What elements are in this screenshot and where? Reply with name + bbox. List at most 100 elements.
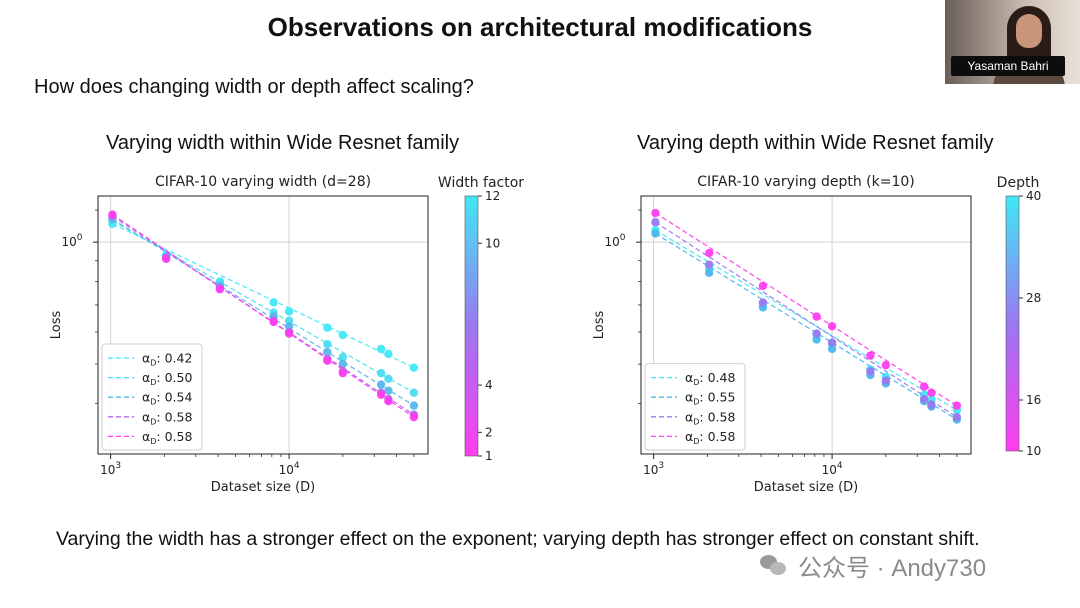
depth-scaling-chart: 103 104 100 CIFAR-10 varying depth (k=10) Da… <box>592 174 1041 495</box>
x-tick-label: 104 <box>822 461 843 477</box>
colorbar-tick-label: 10 <box>1026 444 1041 458</box>
series-fit-line <box>112 213 415 418</box>
data-point <box>108 210 117 219</box>
left-chart-heading: Varying width within Wide Resnet family <box>106 132 460 154</box>
colorbar-tick-label: 4 <box>485 378 493 392</box>
data-point <box>323 339 332 349</box>
data-point <box>927 388 936 397</box>
y-axis-label: Loss <box>592 311 607 340</box>
x-axis-label: Dataset size (D) <box>211 480 316 495</box>
data-point <box>384 349 393 359</box>
data-point <box>827 322 837 331</box>
data-point <box>384 386 393 395</box>
legend-box <box>644 363 746 451</box>
x-axis-label: Dataset size (D) <box>754 480 859 495</box>
slide-conclusion: Varying the width has a stronger effect … <box>56 528 980 550</box>
data-point <box>704 248 714 258</box>
data-point <box>409 401 419 410</box>
y-tick-label: 100 <box>61 233 82 249</box>
data-point <box>881 376 891 385</box>
data-point <box>866 367 875 376</box>
data-point <box>376 380 386 389</box>
data-point <box>651 218 660 227</box>
data-point <box>704 268 714 278</box>
plot-frame <box>97 195 429 455</box>
legend-entry: αD: 0.54 <box>142 390 192 407</box>
data-point <box>384 396 393 406</box>
data-point <box>323 356 332 365</box>
x-tick-label: 103 <box>643 461 664 477</box>
wechat-icon <box>760 553 788 577</box>
watermark: 公众号 · Andy730 <box>760 548 986 582</box>
data-point <box>269 317 278 327</box>
colorbar-tick-label: 12 <box>485 189 500 203</box>
colorbar-tick-label: 40 <box>1026 189 1041 203</box>
y-tick-label: 100 <box>604 233 625 249</box>
data-point <box>758 298 768 307</box>
data-point <box>812 312 821 321</box>
data-point <box>376 368 386 378</box>
data-point <box>376 344 386 354</box>
data-point <box>338 368 348 378</box>
data-point <box>866 351 875 360</box>
data-point <box>952 401 962 410</box>
data-point <box>812 335 821 344</box>
colorbar-tick-label: 10 <box>485 236 500 250</box>
data-point <box>927 400 936 409</box>
legend-entry: αD: 0.48 <box>685 370 735 387</box>
legend-entry: αD: 0.58 <box>685 429 735 446</box>
speaker-video: Yasaman Bahri <box>945 0 1080 84</box>
data-point <box>323 348 332 357</box>
series-fit-line <box>655 229 958 411</box>
data-point <box>323 323 332 332</box>
chart-title: CIFAR-10 varying width (d=28) <box>155 174 371 190</box>
speaker-name: Yasaman Bahri <box>951 56 1065 76</box>
data-point <box>919 394 929 404</box>
legend-entry: αD: 0.58 <box>685 409 735 426</box>
data-point <box>812 329 821 338</box>
data-point <box>284 329 294 338</box>
colorbar-label: Width factor <box>438 175 524 191</box>
data-point <box>161 254 171 263</box>
data-point <box>952 412 962 422</box>
data-point <box>758 281 768 291</box>
series-fit-line <box>655 212 958 407</box>
legend-entry: αD: 0.50 <box>142 370 192 387</box>
colorbar-tick-label: 2 <box>485 425 493 439</box>
x-tick-label: 103 <box>100 461 121 477</box>
data-point <box>919 382 929 391</box>
data-point <box>409 412 419 422</box>
data-point <box>827 338 837 347</box>
slide-question: How does changing width or depth affect … <box>34 76 474 98</box>
legend-entry: αD: 0.58 <box>142 429 192 446</box>
data-point <box>409 388 419 397</box>
data-point <box>284 307 294 316</box>
data-point <box>215 285 225 294</box>
right-chart-heading: Varying depth within Wide Resnet family <box>637 132 994 154</box>
colorbar-tick-label: 16 <box>1026 393 1041 407</box>
data-point <box>269 298 278 307</box>
legend-box <box>101 343 203 451</box>
data-point <box>409 363 419 372</box>
plot-frame <box>640 195 972 455</box>
x-tick-label: 104 <box>279 461 300 477</box>
colorbar <box>1005 195 1020 452</box>
data-point <box>881 360 891 370</box>
legend-entry: αD: 0.58 <box>142 409 192 426</box>
series-fit-line <box>112 218 415 407</box>
data-point <box>338 330 348 340</box>
data-point <box>651 208 660 218</box>
colorbar-tick-label: 28 <box>1026 291 1041 305</box>
legend-entry: αD: 0.55 <box>685 390 735 407</box>
y-axis-label: Loss <box>49 311 64 340</box>
legend-entry: αD: 0.42 <box>142 351 192 368</box>
data-point <box>827 344 837 354</box>
slide-title: Observations on architectural modificati… <box>267 12 813 42</box>
series-fit-line <box>112 215 415 416</box>
data-point <box>704 260 714 269</box>
data-point <box>384 374 393 383</box>
watermark-text: 公众号 · Andy730 <box>798 554 987 582</box>
chart-title: CIFAR-10 varying depth (k=10) <box>697 174 915 190</box>
colorbar-label: Depth <box>997 175 1040 191</box>
